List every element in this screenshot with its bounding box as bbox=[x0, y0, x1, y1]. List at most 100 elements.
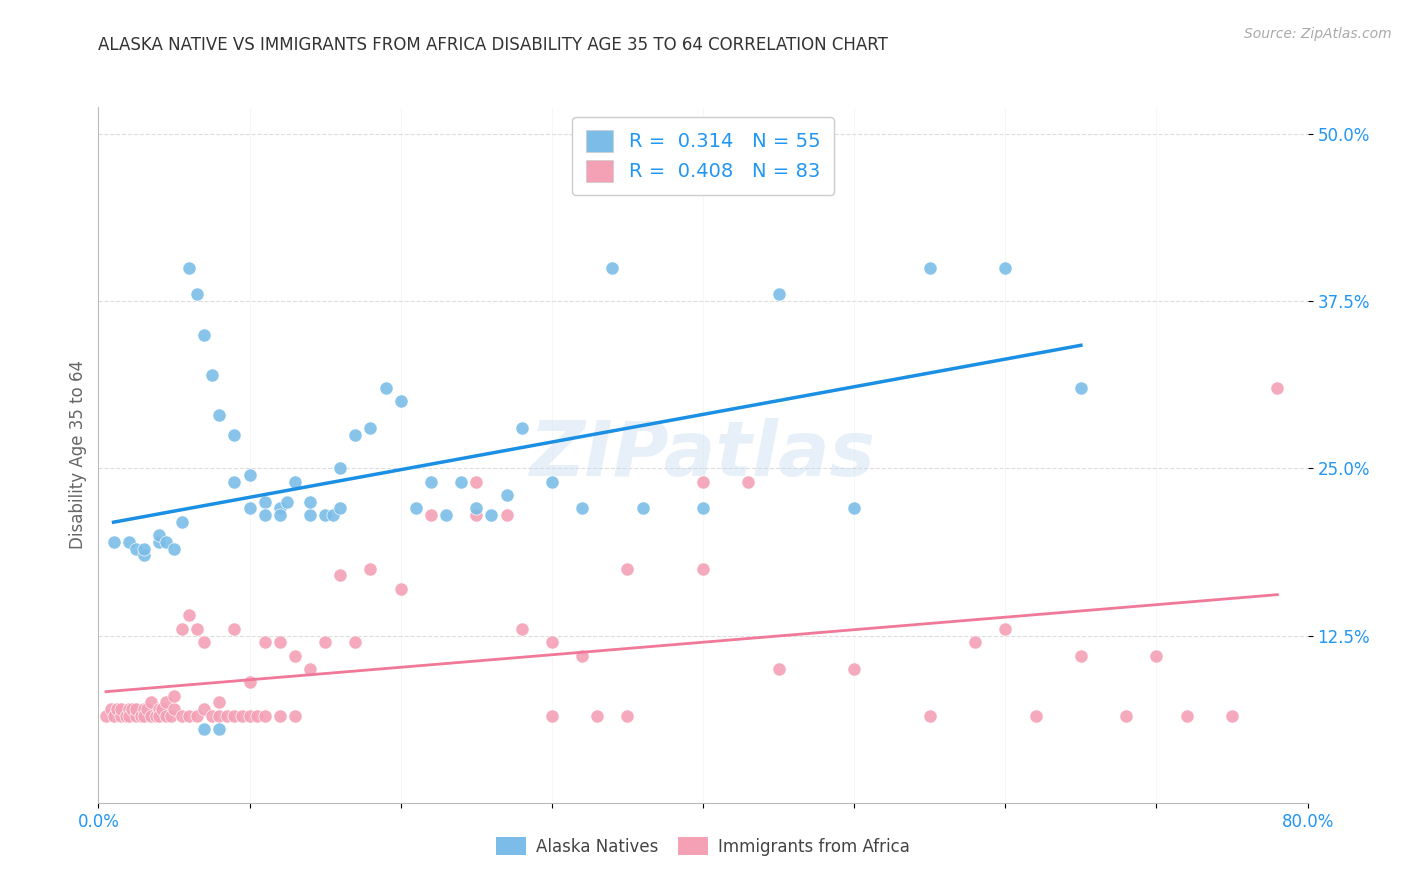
Point bbox=[329, 568, 352, 582]
Point bbox=[239, 501, 262, 516]
Point bbox=[118, 708, 141, 723]
Point bbox=[344, 427, 367, 442]
Point bbox=[616, 708, 638, 723]
Point bbox=[918, 708, 941, 723]
Point bbox=[239, 675, 262, 690]
Point bbox=[1267, 381, 1289, 395]
Y-axis label: Disability Age 35 to 64: Disability Age 35 to 64 bbox=[69, 360, 87, 549]
Point bbox=[253, 708, 276, 723]
Point bbox=[208, 696, 231, 710]
Point bbox=[450, 475, 472, 489]
Point bbox=[495, 508, 517, 523]
Point bbox=[692, 501, 714, 516]
Point bbox=[110, 702, 132, 716]
Point bbox=[510, 622, 533, 636]
Point bbox=[163, 702, 186, 716]
Point bbox=[1024, 708, 1046, 723]
Point bbox=[186, 622, 208, 636]
Point bbox=[284, 708, 307, 723]
Point bbox=[768, 662, 790, 676]
Point bbox=[103, 534, 125, 549]
Point bbox=[103, 708, 125, 723]
Point bbox=[420, 508, 443, 523]
Point bbox=[125, 708, 148, 723]
Point bbox=[389, 394, 412, 409]
Point bbox=[239, 467, 262, 482]
Point bbox=[571, 501, 593, 516]
Point bbox=[253, 635, 276, 649]
Point bbox=[231, 708, 253, 723]
Point bbox=[540, 708, 562, 723]
Point bbox=[224, 427, 246, 442]
Point bbox=[170, 708, 193, 723]
Point bbox=[314, 508, 336, 523]
Point bbox=[148, 702, 170, 716]
Point bbox=[844, 501, 866, 516]
Point bbox=[276, 494, 298, 508]
Point bbox=[269, 501, 291, 516]
Point bbox=[1144, 648, 1167, 663]
Point bbox=[186, 708, 208, 723]
Point bbox=[269, 508, 291, 523]
Point bbox=[284, 648, 307, 663]
Point bbox=[631, 501, 654, 516]
Point bbox=[246, 708, 269, 723]
Point bbox=[1220, 708, 1243, 723]
Point bbox=[495, 488, 517, 502]
Point bbox=[208, 708, 231, 723]
Point bbox=[135, 702, 157, 716]
Point bbox=[329, 501, 352, 516]
Point bbox=[215, 708, 238, 723]
Point bbox=[918, 260, 941, 275]
Point bbox=[141, 708, 163, 723]
Point bbox=[481, 508, 503, 523]
Point bbox=[155, 708, 177, 723]
Point bbox=[208, 408, 231, 422]
Point bbox=[284, 475, 307, 489]
Point bbox=[170, 515, 193, 529]
Point bbox=[299, 508, 322, 523]
Text: ZIPatlas: ZIPatlas bbox=[530, 418, 876, 491]
Point bbox=[1070, 381, 1092, 395]
Point bbox=[150, 702, 173, 716]
Point bbox=[160, 708, 183, 723]
Point bbox=[269, 708, 291, 723]
Point bbox=[148, 534, 170, 549]
Point bbox=[253, 508, 276, 523]
Point bbox=[965, 635, 987, 649]
Text: Source: ZipAtlas.com: Source: ZipAtlas.com bbox=[1244, 27, 1392, 41]
Point bbox=[692, 475, 714, 489]
Point bbox=[201, 708, 224, 723]
Point bbox=[269, 635, 291, 649]
Point bbox=[118, 702, 141, 716]
Point bbox=[465, 508, 488, 523]
Point bbox=[540, 475, 562, 489]
Point bbox=[193, 702, 215, 716]
Point bbox=[571, 648, 593, 663]
Point bbox=[994, 260, 1017, 275]
Point bbox=[224, 622, 246, 636]
Point bbox=[179, 260, 201, 275]
Point bbox=[253, 494, 276, 508]
Point bbox=[163, 689, 186, 703]
Point bbox=[616, 562, 638, 576]
Point bbox=[121, 702, 143, 716]
Point bbox=[314, 635, 336, 649]
Point bbox=[299, 662, 322, 676]
Point bbox=[118, 534, 141, 549]
Point bbox=[170, 622, 193, 636]
Point bbox=[163, 541, 186, 556]
Point bbox=[193, 723, 215, 737]
Point bbox=[186, 287, 208, 301]
Point bbox=[148, 708, 170, 723]
Point bbox=[465, 501, 488, 516]
Point bbox=[125, 702, 148, 716]
Point bbox=[208, 723, 231, 737]
Point bbox=[737, 475, 759, 489]
Point bbox=[994, 622, 1017, 636]
Point bbox=[201, 368, 224, 382]
Point bbox=[405, 501, 427, 516]
Point bbox=[132, 541, 155, 556]
Point bbox=[148, 528, 170, 542]
Point bbox=[179, 608, 201, 623]
